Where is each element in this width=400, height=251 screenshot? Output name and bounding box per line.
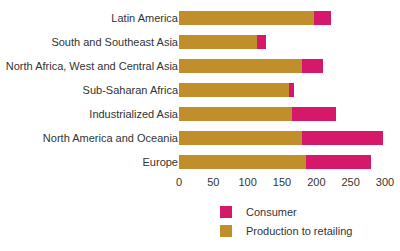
- svg-text:North Africa, West and Central: North Africa, West and Central Asia: [6, 60, 179, 72]
- svg-text:150: 150: [273, 176, 291, 188]
- svg-text:250: 250: [341, 176, 359, 188]
- svg-text:South and Southeast Asia: South and Southeast Asia: [51, 36, 178, 48]
- svg-text:50: 50: [207, 176, 219, 188]
- svg-text:Europe: Europe: [143, 156, 178, 168]
- svg-text:Consumer: Consumer: [246, 206, 297, 218]
- svg-text:100: 100: [238, 176, 256, 188]
- svg-text:Production to retailing: Production to retailing: [246, 225, 352, 237]
- svg-text:0: 0: [176, 176, 182, 188]
- svg-text:Industrialized Asia: Industrialized Asia: [89, 108, 179, 120]
- svg-text:200: 200: [307, 176, 325, 188]
- svg-text:Sub-Saharan Africa: Sub-Saharan Africa: [83, 84, 179, 96]
- svg-text:300: 300: [376, 176, 394, 188]
- svg-text:North America and Oceania: North America and Oceania: [43, 132, 179, 144]
- svg-text:Latin America: Latin America: [111, 12, 179, 24]
